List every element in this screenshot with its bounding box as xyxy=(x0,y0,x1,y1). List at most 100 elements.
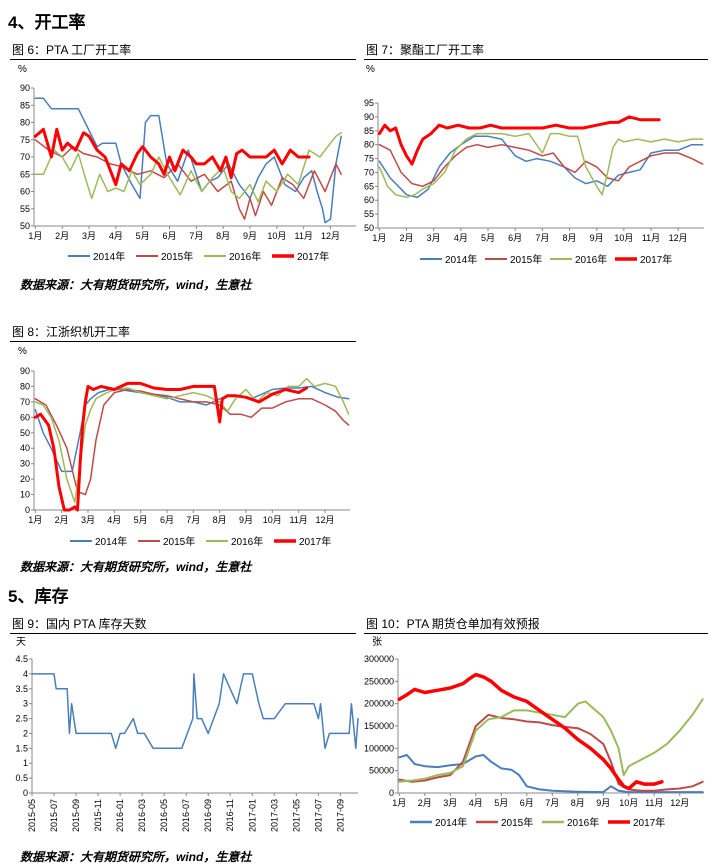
y-tick-label: 85 xyxy=(364,126,374,136)
legend-label: 2015年 xyxy=(501,816,533,829)
x-tick-label: 4月 xyxy=(107,515,121,525)
y-tick-label: 50000 xyxy=(369,766,394,776)
legend-label: 2017年 xyxy=(299,535,331,548)
legend-label: 2014年 xyxy=(95,535,127,548)
x-tick-label: 2017-07 xyxy=(313,799,323,832)
y-tick-label: 4 xyxy=(23,669,28,679)
y-tick-label: 90 xyxy=(20,366,30,376)
x-tick-label: 11月 xyxy=(642,233,660,243)
y-tick-label: 0.5 xyxy=(15,773,28,783)
y-tick-label: 80 xyxy=(364,140,374,150)
x-tick-label: 9月 xyxy=(596,798,610,808)
fig9-caption: 图 9：国内 PTA 库存天数 xyxy=(10,614,356,634)
x-tick-label: 10月 xyxy=(263,515,282,525)
y-tick-label: 90 xyxy=(20,83,30,93)
series-line-2015年 xyxy=(378,143,704,188)
y-tick-label: 95 xyxy=(364,98,374,108)
legend-label: 2015年 xyxy=(163,535,195,548)
y-tick-label: 30 xyxy=(20,459,30,469)
x-tick-label: 5月 xyxy=(481,233,495,243)
y-tick-label: 55 xyxy=(20,204,30,214)
y-tick-label: 20 xyxy=(20,474,30,484)
x-tick-label: 8月 xyxy=(571,798,585,808)
y-unit-label: % xyxy=(366,64,375,75)
series-line-2017年 xyxy=(397,672,664,791)
x-tick-label: 2017-03 xyxy=(269,799,279,832)
legend-label: 2016年 xyxy=(567,816,599,829)
y-unit-label: 天 xyxy=(16,637,26,648)
series-line-2014年 xyxy=(398,754,704,794)
x-tick-label: 2016-03 xyxy=(137,799,147,832)
legend-label: 2016年 xyxy=(575,253,607,266)
legend-label: 2016年 xyxy=(231,535,263,548)
x-tick-label: 2016-01 xyxy=(115,799,125,832)
legend-label: 2014年 xyxy=(445,253,477,266)
x-tick-label: 2015-07 xyxy=(49,799,59,832)
y-tick-label: 60 xyxy=(364,195,374,205)
x-tick-label: 11月 xyxy=(289,515,307,525)
y-tick-label: 1 xyxy=(23,758,28,768)
x-tick-label: 2016-09 xyxy=(203,799,213,832)
y-unit-label: % xyxy=(18,346,27,357)
y-tick-label: 0 xyxy=(25,505,30,515)
y-tick-label: 4.5 xyxy=(15,654,28,664)
y-tick-label: 250000 xyxy=(364,676,394,686)
x-tick-label: 10月 xyxy=(619,798,638,808)
y-tick-label: 50 xyxy=(20,428,30,438)
y-tick-label: 100000 xyxy=(364,743,394,753)
y-tick-label: 90 xyxy=(364,112,374,122)
x-tick-label: 8月 xyxy=(216,231,230,241)
legend-label: 2017年 xyxy=(633,816,665,829)
y-tick-label: 3.5 xyxy=(15,684,28,694)
x-tick-label: 2月 xyxy=(400,233,414,243)
series-line-2015年 xyxy=(34,388,350,496)
source-note: 数据来源：大有期货研究所，wind，生意社 xyxy=(20,560,252,574)
x-tick-label: 2016-11 xyxy=(225,799,235,831)
y-tick-label: 1.5 xyxy=(15,743,28,753)
x-tick-label: 12月 xyxy=(321,231,340,241)
y-tick-label: 200000 xyxy=(364,699,394,709)
legend-label: 2014年 xyxy=(93,250,125,263)
y-tick-label: 70 xyxy=(20,152,30,162)
x-tick-label: 2月 xyxy=(55,515,69,525)
series-line-2016年 xyxy=(378,132,704,199)
x-tick-label: 7月 xyxy=(186,515,200,525)
x-tick-label: 2016-05 xyxy=(159,799,169,832)
x-tick-label: 6月 xyxy=(163,231,177,241)
x-tick-label: 9月 xyxy=(243,231,257,241)
x-tick-label: 2015-05 xyxy=(27,799,37,832)
y-tick-label: 3 xyxy=(23,699,28,709)
section-title-operating-rate: 4、开工率 xyxy=(8,13,86,32)
y-tick-label: 70 xyxy=(20,397,30,407)
x-tick-label: 2017-05 xyxy=(291,799,301,832)
x-tick-label: 1月 xyxy=(392,798,406,808)
y-tick-label: 65 xyxy=(364,181,374,191)
y-tick-label: 75 xyxy=(20,135,30,145)
y-tick-label: 300000 xyxy=(364,654,394,664)
x-tick-label: 1月 xyxy=(28,231,42,241)
x-tick-label: 2017-01 xyxy=(247,799,257,832)
fig10-caption: 图 10：PTA 期货仓单加有效预报 xyxy=(364,614,708,634)
series-line-2017年 xyxy=(33,381,309,512)
x-tick-label: 9月 xyxy=(239,515,253,525)
y-tick-label: 65 xyxy=(20,169,30,179)
section-title-inventory: 5、库存 xyxy=(8,587,69,606)
y-tick-label: 60 xyxy=(20,187,30,197)
legend-label: 2015年 xyxy=(510,253,542,266)
x-tick-label: 5月 xyxy=(136,231,150,241)
y-tick-label: 2.5 xyxy=(15,714,28,724)
source-note: 数据来源：大有期货研究所，wind，生意社 xyxy=(20,850,252,864)
y-unit-label: % xyxy=(18,64,27,75)
y-tick-label: 10 xyxy=(20,490,30,500)
series-line-2014年 xyxy=(34,385,350,473)
series-line-2017年 xyxy=(33,127,311,187)
x-tick-label: 5月 xyxy=(494,798,508,808)
y-tick-label: 0 xyxy=(389,788,394,798)
y-tick-label: 0 xyxy=(23,788,28,798)
y-tick-label: 2 xyxy=(23,728,28,738)
x-tick-label: 12月 xyxy=(670,798,689,808)
x-tick-label: 2015-09 xyxy=(71,799,81,832)
